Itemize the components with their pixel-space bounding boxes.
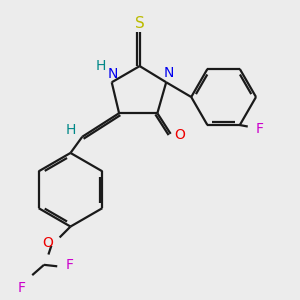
Text: S: S	[135, 16, 145, 32]
Text: F: F	[66, 258, 74, 272]
Text: H: H	[95, 59, 106, 73]
Text: O: O	[174, 128, 185, 142]
Text: F: F	[17, 281, 25, 295]
Text: N: N	[108, 67, 119, 81]
Text: O: O	[42, 236, 53, 250]
Text: H: H	[66, 123, 76, 137]
Text: F: F	[256, 122, 263, 136]
Text: N: N	[164, 66, 174, 80]
